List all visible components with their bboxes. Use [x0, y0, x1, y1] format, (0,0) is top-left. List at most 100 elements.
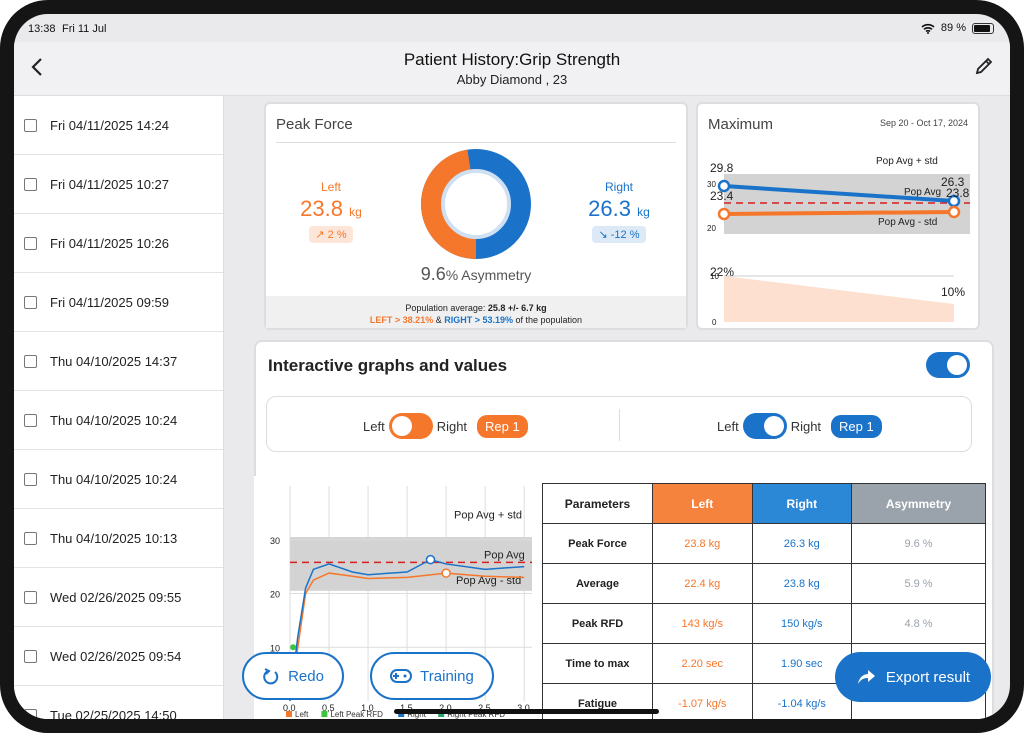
session-date: Wed 02/26/2025 09:55	[50, 589, 182, 605]
right-start-label: 29.8	[710, 161, 734, 175]
table-row: Average 22.4 kg 23.8 kg 5.9 %	[542, 563, 986, 604]
maximum-title: Maximum	[708, 116, 774, 133]
session-row[interactable]: Thu 04/10/2025 10:24	[14, 391, 223, 450]
rep-pill-1[interactable]: Rep 1	[477, 414, 528, 438]
checkbox[interactable]	[24, 472, 37, 486]
right-end-label: 26.3	[941, 175, 965, 189]
maximum-card: Maximum Sep 20 - Oct 17, 2024 Pop Avg + …	[696, 102, 980, 330]
peak-force-card: Peak Force Left 23.8 kg ↗ 2 % Right 26.3…	[264, 102, 688, 330]
checkbox[interactable]	[24, 413, 37, 427]
donut-left-segment	[421, 149, 477, 259]
session-row[interactable]: Thu 04/10/2025 14:37	[14, 332, 223, 391]
session-date: Thu 04/10/2025 14:37	[50, 353, 178, 369]
legend-swatch	[321, 711, 328, 717]
checkbox[interactable]	[24, 295, 37, 309]
peak-force-donut	[421, 149, 531, 259]
fatigue-end-label: 10%	[941, 285, 965, 299]
side-switch-2[interactable]	[742, 413, 787, 439]
left-cell: 22.4 kg	[652, 563, 753, 604]
interactive-toggle[interactable]	[926, 352, 970, 378]
right-cell: -1.04 kg/s	[751, 683, 853, 719]
x-tick-label: 0,5	[322, 703, 335, 713]
left-unit: kg	[349, 205, 362, 219]
status-right: 89 %	[921, 22, 994, 34]
fatigue-y-tick: 10	[710, 272, 719, 281]
nav-bar: Patient History:Grip Strength Abby Diamo…	[14, 42, 1010, 96]
status-time: 13:38	[28, 23, 56, 35]
back-chevron-icon[interactable]	[24, 54, 50, 80]
checkbox[interactable]	[24, 236, 37, 250]
pop-avg-minus-label: Pop Avg - std	[878, 217, 937, 228]
session-row[interactable]: Thu 04/10/2025 10:13	[14, 509, 223, 568]
pop-avg-label: Pop Avg	[904, 187, 941, 198]
right-cell: 23.8 kg	[751, 563, 853, 604]
page-title: Patient History:Grip Strength	[403, 50, 621, 69]
checkbox[interactable]	[24, 590, 37, 604]
legend-swatch	[398, 711, 405, 717]
gamepad-icon	[390, 669, 413, 683]
fatigue-y-tick: 0	[712, 318, 717, 327]
maximum-chart: Pop Avg + std Pop Avg Pop Avg - std 30 2…	[707, 156, 970, 327]
table-header-row: Parameters Left Right Asymmetry	[542, 483, 986, 524]
sel1-left-label: Left	[363, 418, 385, 434]
right-max-point	[717, 179, 731, 193]
legend-label: Left	[295, 710, 309, 719]
checkbox[interactable]	[24, 531, 37, 545]
selector-1: Left Right Rep 1	[363, 413, 528, 439]
pop-prefix: Population average:	[405, 303, 488, 313]
left-label: Left	[320, 180, 341, 194]
battery-icon	[972, 22, 994, 34]
checkbox[interactable]	[24, 354, 37, 368]
patient-name: Abby Diamond , 23	[456, 72, 568, 87]
legend-label: Right	[407, 710, 426, 719]
side-switch-1[interactable]	[388, 413, 433, 439]
session-row[interactable]: Fri 04/11/2025 14:24	[14, 96, 223, 155]
session-row[interactable]: Tue 02/25/2025 14:50	[14, 686, 223, 719]
right-peak-value: 26.3 kg	[564, 196, 674, 222]
training-button[interactable]: Training	[370, 652, 494, 700]
checkbox[interactable]	[24, 649, 37, 663]
wifi-icon	[921, 23, 935, 34]
session-row[interactable]: Wed 02/26/2025 09:54	[14, 627, 223, 686]
home-indicator	[394, 709, 659, 714]
asym-cell: 4.8 %	[851, 603, 986, 644]
session-row[interactable]: Wed 02/26/2025 09:55	[14, 568, 223, 627]
session-row[interactable]: Fri 04/11/2025 09:59	[14, 273, 223, 332]
legend-swatch	[286, 711, 292, 717]
y-tick: 30	[707, 180, 716, 189]
pop-avg-std-label: Pop Avg + std	[876, 156, 938, 167]
x-tick-label: 0,0	[283, 703, 296, 713]
checkbox[interactable]	[24, 177, 37, 191]
rep-pill-2[interactable]: Rep 1	[831, 414, 882, 438]
pop-left: LEFT > 38.21%	[369, 315, 434, 325]
redo-icon	[263, 668, 279, 685]
pop-value: 25.8 +/- 6.7 kg	[487, 303, 547, 313]
left-change-badge: ↗ 2 %	[309, 226, 353, 243]
screen: 13:38 Fri 11 Jul 89 % Patient History:Gr…	[14, 14, 1010, 719]
fatigue-start-label: 22%	[710, 265, 734, 279]
session-row[interactable]: Thu 04/10/2025 10:24	[14, 450, 223, 509]
y-tick-label: 20	[270, 590, 280, 600]
donut-inner-ring	[441, 169, 511, 239]
session-date: Fri 04/11/2025 10:26	[50, 235, 170, 251]
session-date: Fri 04/11/2025 14:24	[50, 117, 170, 133]
session-date: Thu 04/10/2025 10:13	[50, 530, 178, 546]
right-peak-number: 26.3	[588, 196, 631, 221]
left-cell: -1.07 kg/s	[652, 683, 753, 719]
session-row[interactable]: Fri 04/11/2025 10:27	[14, 155, 223, 214]
pop-band	[724, 174, 970, 234]
session-row[interactable]: Fri 04/11/2025 10:26	[14, 214, 223, 273]
x-tick-label: 3,0	[517, 703, 530, 713]
legend-label: Right Peak RFD	[447, 710, 505, 719]
redo-button[interactable]: Redo	[242, 652, 344, 700]
legend-swatch	[438, 711, 445, 717]
param-name: Average	[542, 563, 653, 604]
table-row: Fatigue -1.07 kg/s -1.04 kg/s	[542, 683, 986, 719]
export-result-button[interactable]: Export result	[835, 652, 991, 702]
checkbox[interactable]	[24, 708, 37, 719]
population-info: Population average: 25.8 +/- 6.7 kg LEFT…	[266, 296, 686, 328]
checkbox[interactable]	[24, 118, 37, 132]
asymmetry-label: % Asymmetry	[445, 267, 532, 283]
right-cell: 150 kg/s	[751, 603, 853, 644]
pencil-icon[interactable]	[972, 54, 996, 78]
